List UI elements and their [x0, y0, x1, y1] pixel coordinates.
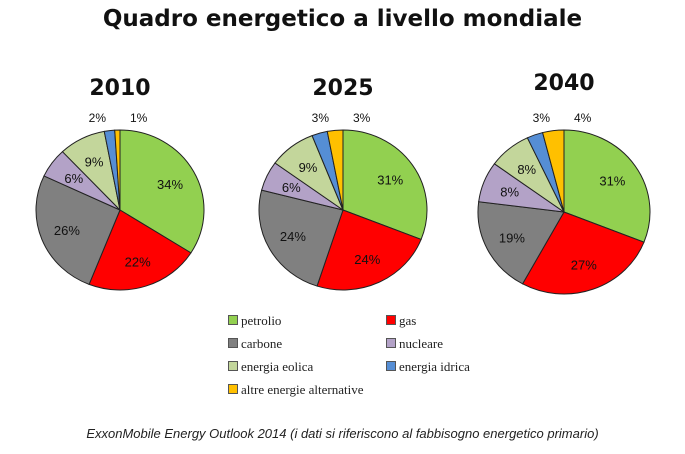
data-label: 3% [353, 111, 371, 125]
data-label: 24% [354, 252, 380, 267]
pie-slice-altre-energie-alternative [541, 129, 565, 213]
pie-slice-altre-energie-alternative [114, 129, 121, 211]
legend-item: petrolio [228, 313, 281, 329]
source-note: ExxonMobile Energy Outlook 2014 (i dati … [86, 426, 599, 441]
pie-title: 2025 [312, 76, 373, 101]
data-label: 1% [130, 111, 148, 125]
data-label: 24% [280, 229, 306, 244]
data-label: 8% [517, 162, 536, 177]
pie-slice-petrolio [563, 129, 651, 243]
data-label: 8% [500, 184, 519, 199]
legend-label: altre energie alternative [241, 382, 364, 397]
legend-label: carbone [241, 336, 283, 351]
data-label: 31% [599, 174, 625, 189]
legend-swatch [386, 338, 396, 348]
legend-item: energia idrica [386, 359, 470, 375]
legend-label: energia idrica [399, 359, 470, 374]
data-label: 3% [533, 111, 551, 125]
pie-slice-carbone [35, 175, 121, 286]
data-label: 27% [571, 257, 597, 272]
data-label: 9% [85, 155, 104, 170]
legend-item: gas [386, 313, 416, 329]
legend-swatch [228, 361, 238, 371]
legend-swatch [228, 384, 238, 394]
legend-label: gas [399, 313, 417, 328]
legend-item: energia eolica [228, 359, 313, 375]
pie-slice-gas [521, 211, 645, 295]
data-label: 9% [299, 160, 318, 175]
data-label: 22% [125, 255, 151, 270]
legend-swatch [386, 315, 396, 325]
pie-slice-gas [316, 209, 422, 291]
pie-slice-petrolio [342, 129, 428, 241]
data-label: 6% [282, 180, 301, 195]
pie-slice-carbone [258, 189, 344, 287]
data-label: 31% [377, 172, 403, 187]
page-title: Quadro energetico a livello mondiale [102, 6, 583, 32]
data-label: 19% [499, 230, 525, 245]
legend-label: nucleare [399, 336, 444, 351]
legend-swatch [228, 338, 238, 348]
data-label: 3% [312, 111, 330, 125]
legend-label: petrolio [241, 313, 282, 328]
data-label: 34% [157, 177, 183, 192]
pie-slice-carbone [477, 201, 565, 285]
data-label: 26% [54, 223, 80, 238]
legend-swatch [228, 315, 238, 325]
data-label: 2% [89, 111, 107, 125]
pie-title: 2010 [89, 76, 150, 101]
legend-item: carbone [228, 336, 282, 352]
legend-label: energia eolica [241, 359, 314, 374]
pie-slice-altre-energie-alternative [326, 129, 344, 211]
pie-title: 2040 [533, 71, 594, 96]
legend-swatch [386, 361, 396, 371]
data-label: 6% [64, 171, 83, 186]
legend-item: nucleare [386, 336, 443, 352]
pie-slice-gas [88, 209, 192, 291]
legend-item: altre energie alternative [228, 382, 363, 398]
data-label: 4% [574, 111, 592, 125]
